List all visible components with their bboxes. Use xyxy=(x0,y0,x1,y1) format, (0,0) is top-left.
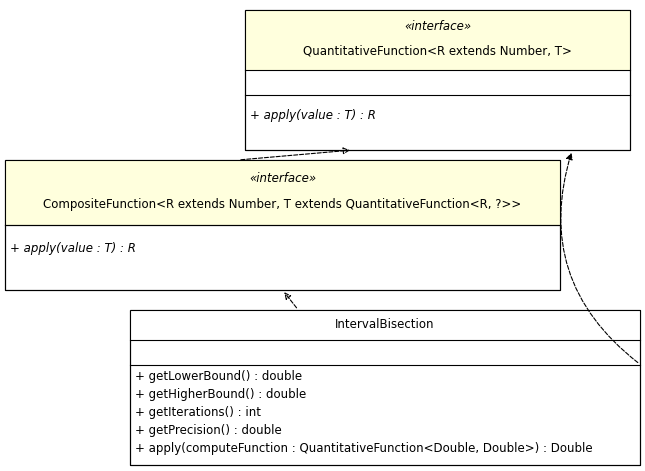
Text: «interface»: «interface» xyxy=(249,172,316,185)
Bar xyxy=(130,310,640,340)
Bar xyxy=(5,160,560,225)
Text: + getHigherBound() : double: + getHigherBound() : double xyxy=(135,388,306,401)
Text: + apply(computeFunction : QuantitativeFunction<Double, Double>) : Double: + apply(computeFunction : QuantitativeFu… xyxy=(135,442,593,455)
Text: + getIterations() : int: + getIterations() : int xyxy=(135,406,261,419)
Bar xyxy=(5,160,560,290)
Bar xyxy=(5,160,560,290)
Bar xyxy=(245,10,630,150)
Bar xyxy=(130,310,640,465)
Text: + getPrecision() : double: + getPrecision() : double xyxy=(135,424,282,437)
FancyArrowPatch shape xyxy=(561,154,638,363)
Bar xyxy=(245,10,630,70)
Text: CompositeFunction<R extends Number, T extends QuantitativeFunction<R, ?>>: CompositeFunction<R extends Number, T ex… xyxy=(43,198,522,211)
Text: IntervalBisection: IntervalBisection xyxy=(335,318,435,332)
Bar xyxy=(245,10,630,150)
Text: + apply(value : T) : R: + apply(value : T) : R xyxy=(10,242,136,255)
Text: «interface»: «interface» xyxy=(404,20,471,33)
Bar xyxy=(130,310,640,465)
Text: + apply(value : T) : R: + apply(value : T) : R xyxy=(250,109,376,122)
Text: + getLowerBound() : double: + getLowerBound() : double xyxy=(135,370,302,382)
Text: QuantitativeFunction<R extends Number, T>: QuantitativeFunction<R extends Number, T… xyxy=(303,44,572,57)
